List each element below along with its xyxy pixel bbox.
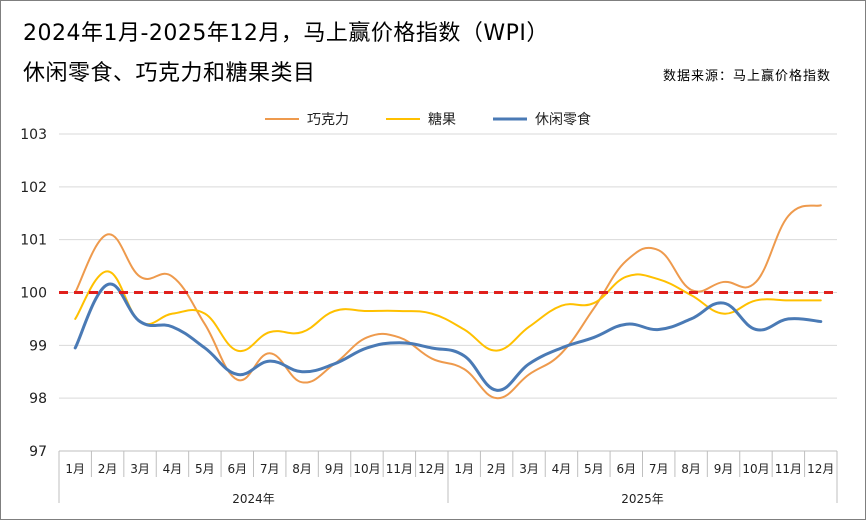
- x-tick-label: 7月: [649, 462, 669, 476]
- x-tick-label: 6月: [227, 462, 247, 476]
- x-tick-label: 4月: [552, 462, 572, 476]
- legend-label: 休闲零食: [535, 111, 591, 128]
- x-tick-label: 5月: [584, 462, 604, 476]
- series-line-2: [73, 282, 823, 392]
- legend-label: 巧克力: [307, 112, 349, 128]
- y-tick-label: 101: [20, 233, 47, 249]
- x-group-label: 2025年: [621, 492, 664, 506]
- x-tick-label: 8月: [292, 462, 312, 476]
- x-tick-label: 9月: [714, 462, 734, 476]
- chart-title: 2024年1月-2025年12月，马上赢价格指数（WPI）: [23, 21, 549, 46]
- y-tick-label: 102: [20, 180, 47, 196]
- y-tick-label: 103: [20, 127, 47, 143]
- x-tick-label: 10月: [353, 462, 380, 476]
- y-tick-label: 97: [29, 444, 47, 460]
- x-tick-label: 1月: [454, 462, 474, 476]
- x-tick-label: 8月: [681, 462, 701, 476]
- series-line-0: [74, 204, 822, 400]
- x-tick-label: 3月: [130, 462, 150, 476]
- y-tick-label: 100: [20, 286, 47, 302]
- x-tick-label: 10月: [742, 462, 769, 476]
- x-tick-label: 5月: [195, 462, 215, 476]
- y-tick-label: 99: [29, 338, 47, 354]
- x-group-label: 2024年: [232, 492, 275, 506]
- series-line-1: [74, 270, 822, 353]
- chart-subtitle: 休闲零食、巧克力和糖果类目: [23, 61, 316, 86]
- x-tick-label: 2月: [487, 462, 507, 476]
- x-tick-label: 7月: [260, 462, 280, 476]
- x-tick-label: 12月: [418, 462, 445, 476]
- x-tick-label: 4月: [163, 462, 183, 476]
- x-tick-label: 11月: [775, 462, 802, 476]
- x-tick-label: 9月: [325, 462, 345, 476]
- x-tick-label: 3月: [519, 462, 539, 476]
- legend-label: 糖果: [428, 112, 456, 128]
- y-tick-label: 98: [29, 391, 47, 407]
- x-tick-label: 11月: [386, 462, 413, 476]
- x-tick-label: 1月: [65, 462, 85, 476]
- x-tick-label: 2月: [98, 462, 118, 476]
- x-tick-label: 6月: [616, 462, 636, 476]
- x-tick-label: 12月: [807, 462, 834, 476]
- data-source-note: 数据来源：马上赢价格指数: [662, 69, 831, 84]
